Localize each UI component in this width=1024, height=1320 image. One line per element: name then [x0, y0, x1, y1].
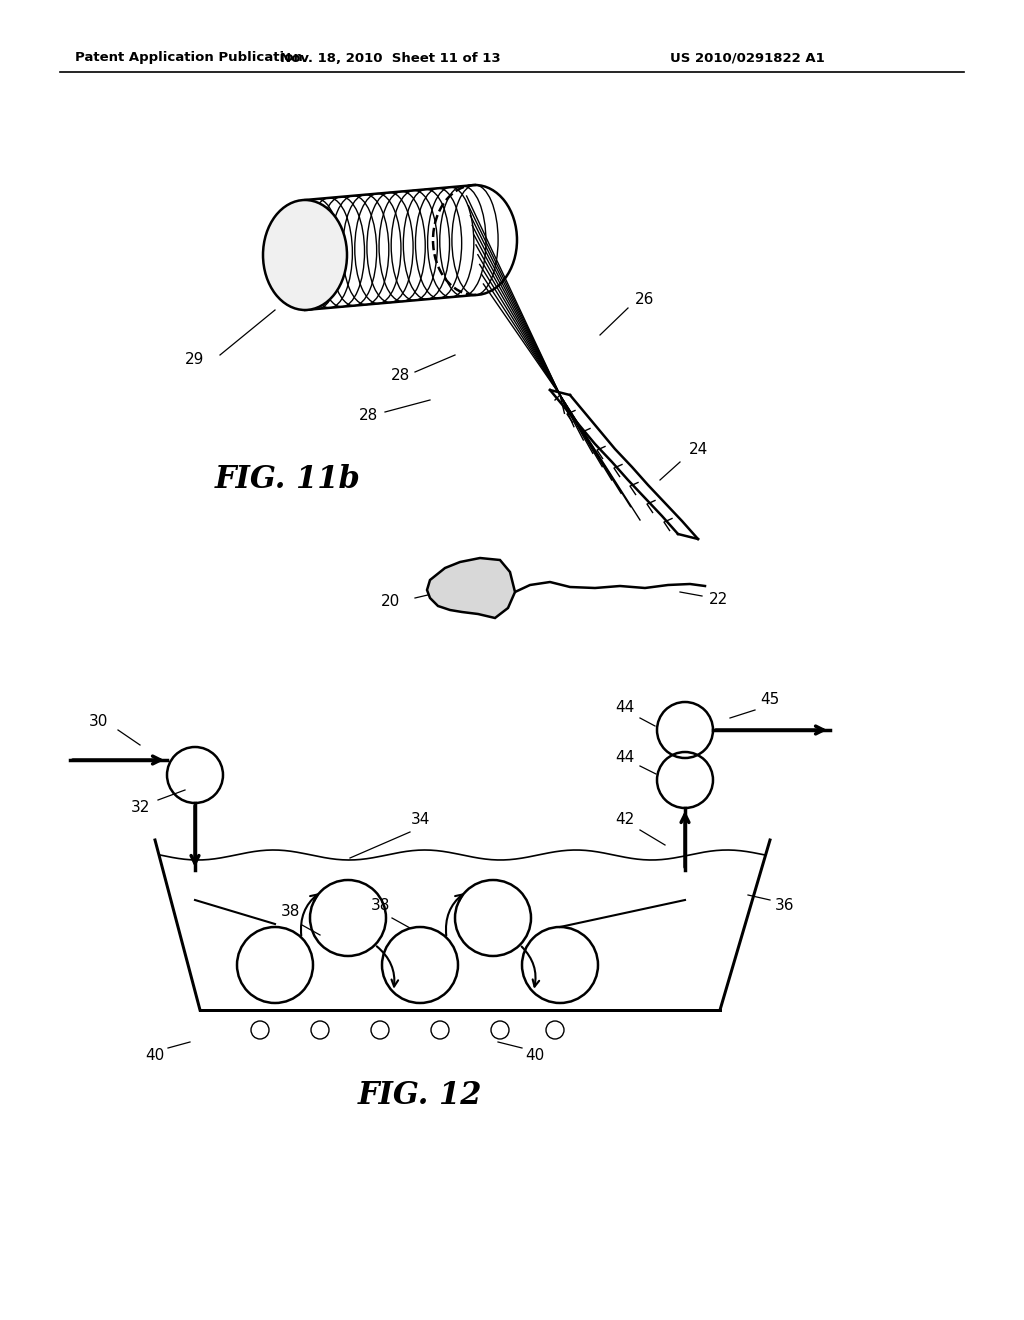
Text: FIG. 12: FIG. 12 — [357, 1080, 482, 1110]
Text: US 2010/0291822 A1: US 2010/0291822 A1 — [670, 51, 824, 65]
Text: Nov. 18, 2010  Sheet 11 of 13: Nov. 18, 2010 Sheet 11 of 13 — [280, 51, 501, 65]
Text: 45: 45 — [761, 693, 779, 708]
Text: 36: 36 — [775, 898, 795, 912]
Text: 34: 34 — [411, 813, 430, 828]
Text: 24: 24 — [688, 442, 708, 458]
Text: 44: 44 — [615, 701, 635, 715]
Polygon shape — [427, 558, 515, 618]
Text: 38: 38 — [281, 904, 300, 920]
Text: 20: 20 — [380, 594, 399, 610]
Text: 28: 28 — [390, 367, 410, 383]
Text: 22: 22 — [709, 593, 728, 607]
Text: 28: 28 — [358, 408, 378, 422]
Text: 32: 32 — [130, 800, 150, 816]
Text: 29: 29 — [185, 352, 205, 367]
Text: 30: 30 — [88, 714, 108, 730]
Text: FIG. 11b: FIG. 11b — [215, 465, 360, 495]
Text: 44: 44 — [615, 751, 635, 766]
Text: 42: 42 — [615, 813, 635, 828]
Text: 40: 40 — [525, 1048, 545, 1063]
Ellipse shape — [263, 201, 347, 310]
Text: Patent Application Publication: Patent Application Publication — [75, 51, 303, 65]
Text: 40: 40 — [145, 1048, 165, 1063]
Text: 26: 26 — [635, 293, 654, 308]
Text: 38: 38 — [371, 898, 390, 912]
